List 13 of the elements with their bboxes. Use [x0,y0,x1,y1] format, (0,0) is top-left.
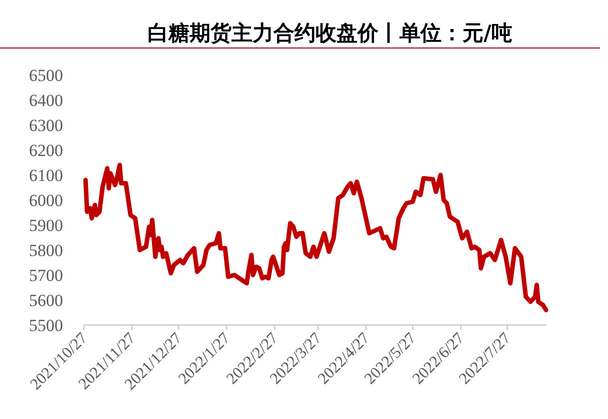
y-tick-label: 6200 [29,141,63,160]
y-tick-label: 5500 [29,316,63,335]
y-tick-label: 6000 [29,191,63,210]
y-tick-label: 6300 [29,116,63,135]
y-tick-label: 5600 [29,291,63,310]
chart-title: 白糖期货主力合约收盘价丨单位：元/吨 [148,21,512,45]
y-tick-label: 5700 [29,266,63,285]
y-tick-label: 6100 [29,166,63,185]
y-tick-label: 5800 [29,241,63,260]
line-series [83,162,548,312]
y-tick-label: 6400 [29,91,63,110]
y-tick-label: 6500 [29,66,63,85]
y-tick-label: 5900 [29,216,63,235]
